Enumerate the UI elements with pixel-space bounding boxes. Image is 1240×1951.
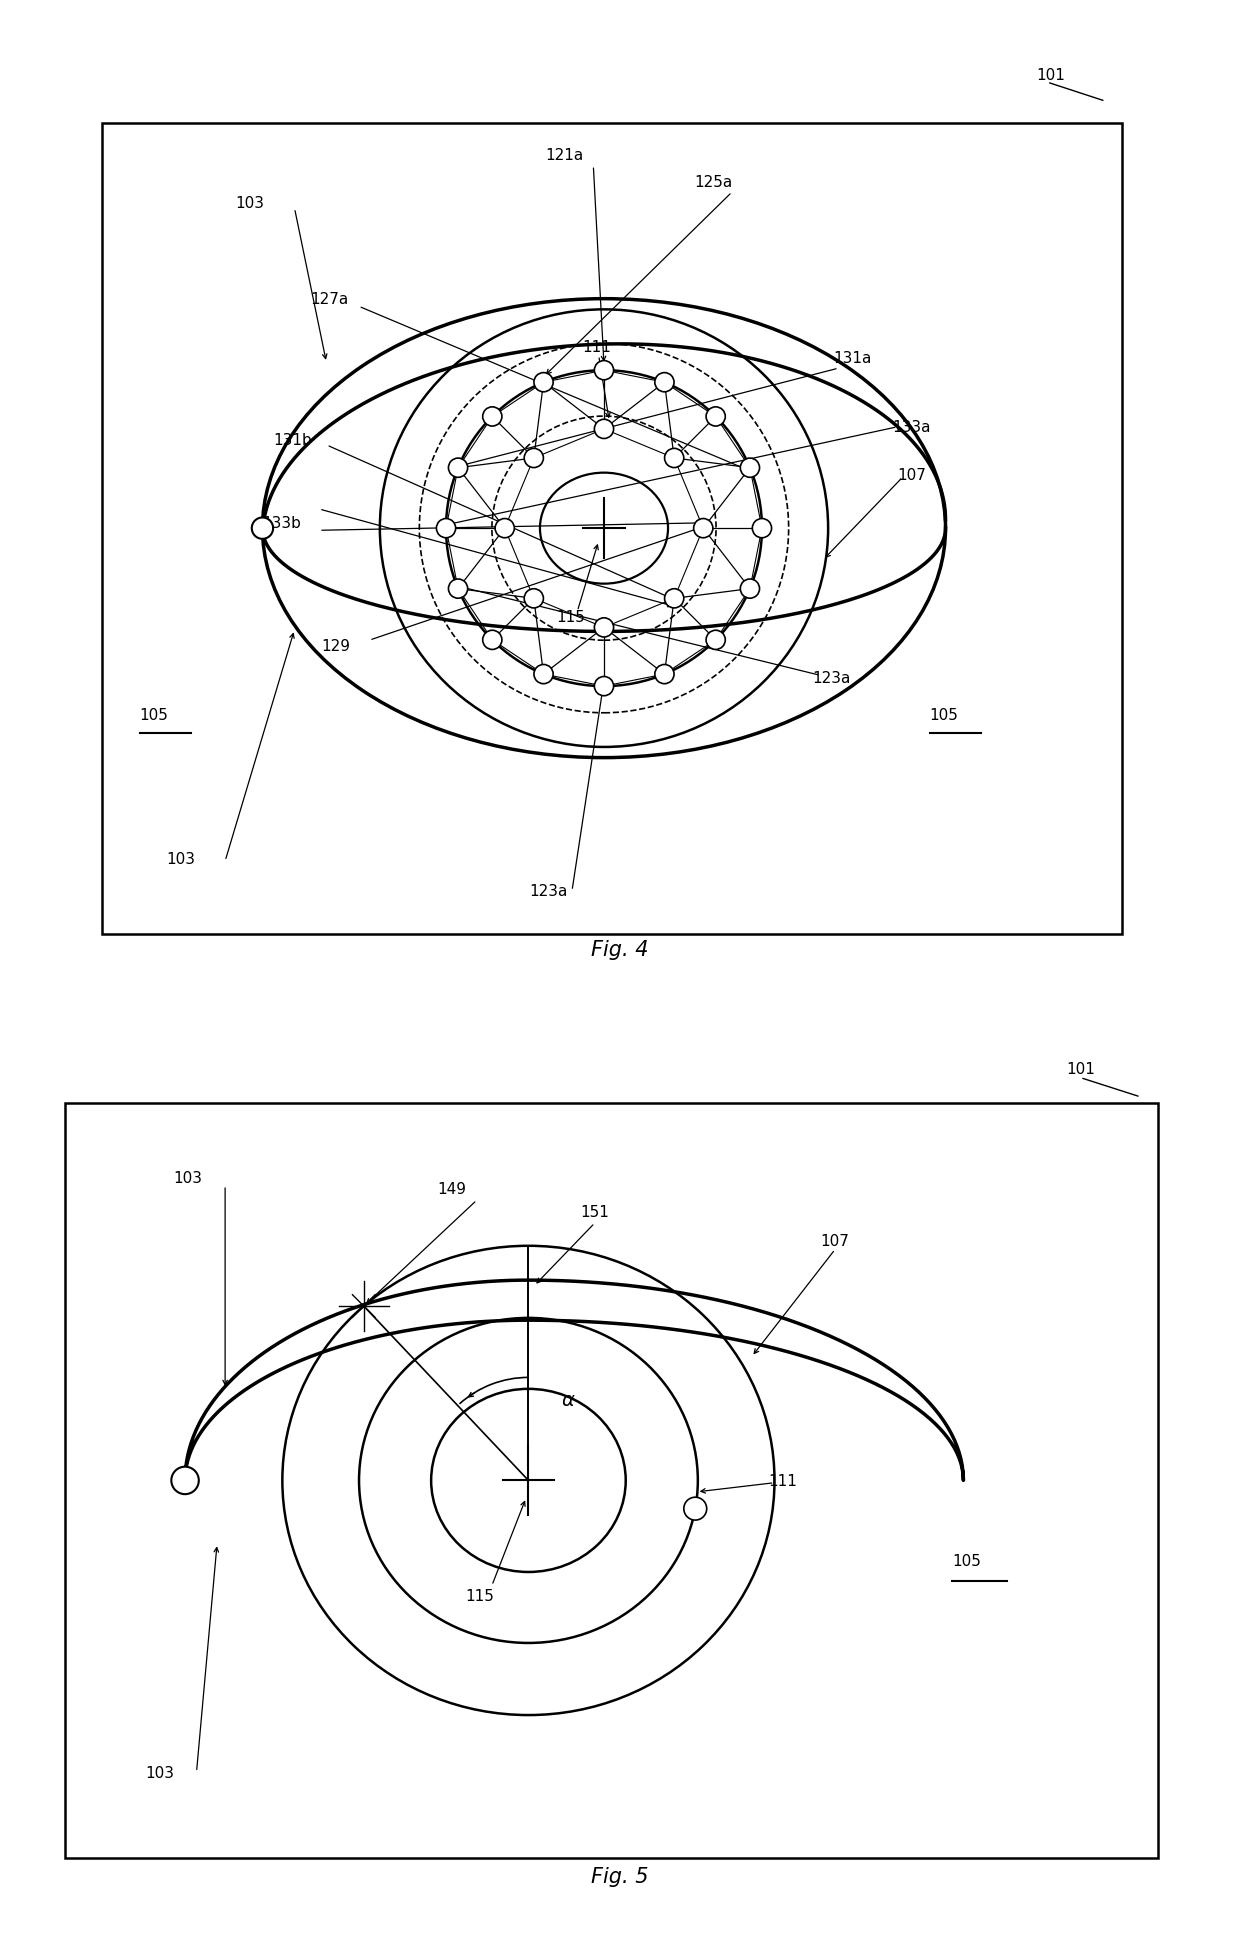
Circle shape bbox=[495, 519, 515, 538]
Circle shape bbox=[594, 677, 614, 697]
Circle shape bbox=[449, 458, 467, 478]
Text: 121a: 121a bbox=[546, 148, 584, 164]
Text: 105: 105 bbox=[930, 708, 959, 724]
FancyBboxPatch shape bbox=[64, 1102, 1158, 1857]
Text: 131a: 131a bbox=[833, 351, 872, 365]
Circle shape bbox=[252, 517, 273, 538]
Circle shape bbox=[594, 419, 614, 439]
Text: 111: 111 bbox=[769, 1475, 797, 1489]
Circle shape bbox=[753, 519, 771, 538]
Circle shape bbox=[706, 408, 725, 425]
Text: 127a: 127a bbox=[310, 293, 348, 306]
Text: 103: 103 bbox=[236, 195, 265, 211]
Circle shape bbox=[594, 361, 614, 380]
Text: 107: 107 bbox=[898, 468, 926, 484]
Text: 131b: 131b bbox=[273, 433, 312, 449]
Ellipse shape bbox=[263, 299, 946, 757]
Text: 115: 115 bbox=[556, 611, 585, 624]
FancyBboxPatch shape bbox=[103, 123, 1122, 935]
Text: 103: 103 bbox=[145, 1766, 174, 1781]
Circle shape bbox=[706, 630, 725, 650]
Text: 133b: 133b bbox=[263, 517, 301, 531]
Circle shape bbox=[482, 408, 502, 425]
Circle shape bbox=[693, 519, 713, 538]
Circle shape bbox=[594, 618, 614, 638]
Circle shape bbox=[449, 579, 467, 599]
Circle shape bbox=[665, 589, 683, 609]
Text: 115: 115 bbox=[465, 1588, 495, 1604]
Text: 105: 105 bbox=[140, 708, 169, 724]
Circle shape bbox=[525, 449, 543, 468]
Text: Fig. 5: Fig. 5 bbox=[591, 1867, 649, 1887]
Circle shape bbox=[655, 373, 675, 392]
Text: 105: 105 bbox=[952, 1555, 981, 1569]
Text: 123a: 123a bbox=[812, 671, 851, 687]
Circle shape bbox=[683, 1496, 707, 1520]
Text: 123a: 123a bbox=[529, 884, 568, 899]
Text: 101: 101 bbox=[1037, 68, 1065, 82]
Text: Fig. 4: Fig. 4 bbox=[591, 940, 649, 960]
Text: 149: 149 bbox=[436, 1182, 466, 1198]
Circle shape bbox=[436, 519, 455, 538]
Circle shape bbox=[655, 665, 675, 683]
Text: 103: 103 bbox=[174, 1171, 202, 1186]
Text: 129: 129 bbox=[321, 638, 350, 654]
Text: 125a: 125a bbox=[694, 174, 733, 189]
Text: 133a: 133a bbox=[892, 419, 931, 435]
Text: 151: 151 bbox=[580, 1206, 609, 1219]
Text: 107: 107 bbox=[821, 1233, 849, 1249]
Circle shape bbox=[482, 630, 502, 650]
Circle shape bbox=[534, 373, 553, 392]
Circle shape bbox=[740, 458, 760, 478]
Text: 103: 103 bbox=[166, 853, 196, 868]
Text: 101: 101 bbox=[1066, 1061, 1095, 1077]
Circle shape bbox=[525, 589, 543, 609]
Text: $\alpha$: $\alpha$ bbox=[562, 1391, 575, 1411]
Circle shape bbox=[665, 449, 683, 468]
Circle shape bbox=[534, 665, 553, 683]
Circle shape bbox=[171, 1467, 198, 1494]
Circle shape bbox=[740, 579, 760, 599]
Text: 111: 111 bbox=[583, 339, 611, 355]
